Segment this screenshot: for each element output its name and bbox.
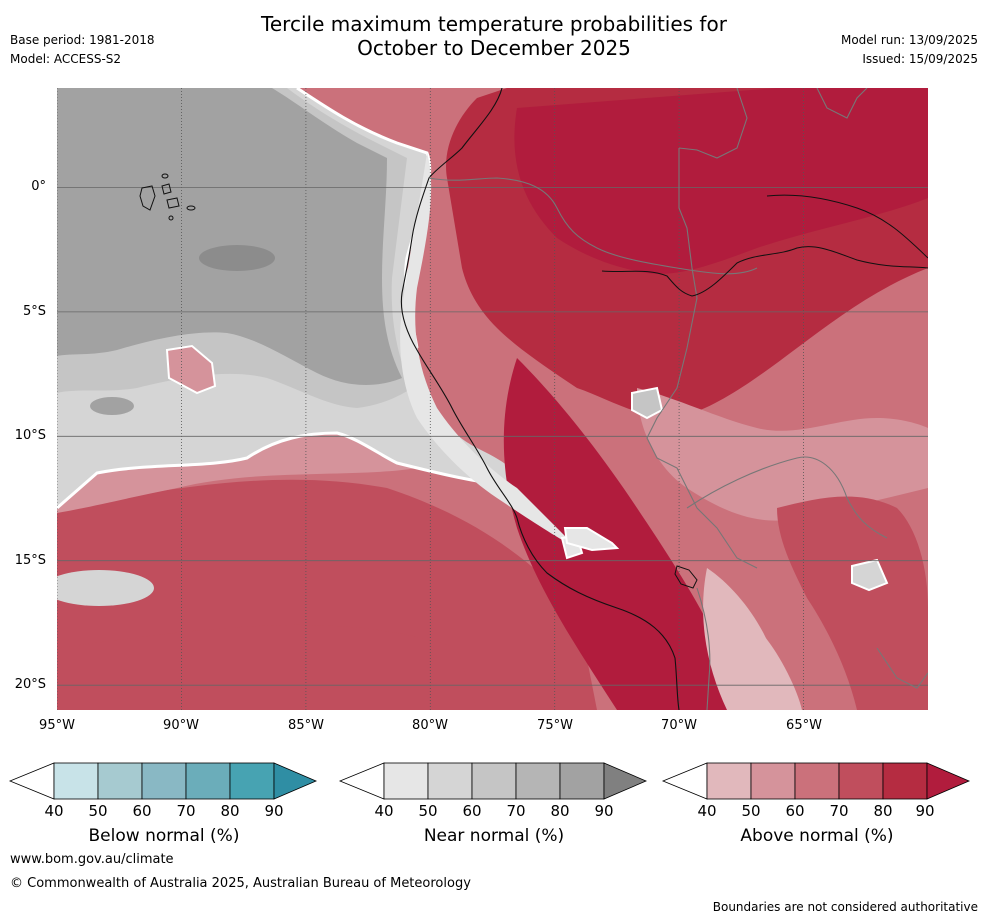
country-border-peru-brazil (646, 148, 758, 569)
above-normal-tick-40: 40 (697, 802, 717, 820)
country-border-colombia-venezuela (678, 88, 748, 159)
near-normal-tick-40: 40 (374, 802, 394, 820)
x-tick-95w: 95°W (39, 718, 75, 733)
x-tick-80w: 80°W (412, 718, 448, 733)
galapagos-islands (139, 173, 196, 221)
latitude-gridlines (57, 187, 928, 686)
above-normal-tick-50: 50 (741, 802, 761, 820)
lake-titicaca (674, 565, 698, 589)
near-normal-tick-60: 60 (462, 802, 482, 820)
boundaries-disclaimer: Boundaries are not considered authoritat… (712, 900, 978, 914)
above-normal-90-coastal-band (503, 358, 747, 710)
website-link[interactable]: www.bom.gov.au/climate (10, 852, 174, 867)
y-tick-20s: 20°S (14, 677, 46, 692)
above-normal-tick-70: 70 (829, 802, 849, 820)
above-normal-70-east (777, 496, 928, 710)
above-normal-70-south-area (57, 624, 477, 710)
above-normal-90-land-north (514, 88, 928, 274)
below-normal-colorbar (8, 762, 318, 800)
y-tick-15s: 15°S (14, 553, 46, 568)
country-border-chile-bolivia (696, 587, 711, 710)
near-normal-80-ocean-area (57, 88, 402, 385)
near-normal-tick-80: 80 (550, 802, 570, 820)
above-normal-tick-60: 60 (785, 802, 805, 820)
near-normal-patch-southwest (57, 570, 154, 606)
x-tick-85w: 85°W (288, 718, 324, 733)
near-normal-90-patch (199, 245, 275, 271)
country-border-north (816, 88, 868, 119)
x-tick-75w: 75°W (537, 718, 573, 733)
y-tick-10s: 10°S (14, 428, 46, 443)
country-border-paraguay (876, 647, 928, 689)
above-normal-label: Above normal (%) (740, 826, 894, 846)
near-normal-tick-50: 50 (418, 802, 438, 820)
near-normal-tick-70: 70 (506, 802, 526, 820)
below-normal-label: Below normal (%) (88, 826, 240, 846)
model-run-label: Model run: 13/09/2025 (840, 33, 978, 47)
near-normal-colorbar (338, 762, 648, 800)
amazon-river (601, 246, 928, 297)
above-normal-tick-90: 90 (915, 802, 935, 820)
near-normal-label: Near normal (%) (423, 826, 565, 846)
below-normal-tick-80: 80 (220, 802, 240, 820)
near-normal-boundary-south (57, 431, 528, 510)
near-normal-patch-land-1 (631, 386, 664, 420)
country-border-bolivia (686, 456, 888, 539)
below-normal-tick-40: 40 (44, 802, 64, 820)
y-tick-0: 0° (31, 179, 46, 194)
title-line-1: Tercile maximum temperature probabilitie… (261, 12, 727, 36)
above-normal-40-south (755, 628, 802, 710)
probability-map (57, 88, 928, 710)
page-title: Tercile maximum temperature probabilitie… (0, 12, 988, 60)
below-normal-tick-60: 60 (132, 802, 152, 820)
near-normal-patch-land-3 (563, 527, 620, 552)
near-normal-tick-90: 90 (594, 802, 614, 820)
y-tick-5s: 5°S (22, 304, 46, 319)
issued-label: Issued: 15/09/2025 (862, 52, 978, 66)
base-period-label: Base period: 1981-2018 (10, 33, 155, 47)
x-tick-90w: 90°W (163, 718, 199, 733)
below-normal-tick-50: 50 (88, 802, 108, 820)
x-tick-70w: 70°W (661, 718, 697, 733)
rio-negro-river (766, 194, 928, 259)
below-normal-tick-90: 90 (264, 802, 284, 820)
above-normal-tick-80: 80 (873, 802, 893, 820)
copyright-text: © Commonwealth of Australia 2025, Austra… (10, 876, 471, 891)
near-normal-patch-west (90, 397, 134, 415)
above-normal-50-interior (637, 388, 928, 521)
above-normal-colorbar (661, 762, 971, 800)
title-line-2: October to December 2025 (357, 36, 631, 60)
below-normal-tick-70: 70 (176, 802, 196, 820)
above-normal-pocket-ocean (165, 344, 217, 395)
model-label: Model: ACCESS-S2 (10, 52, 122, 66)
near-normal-coastal-strip (400, 153, 577, 548)
coastline (400, 88, 680, 710)
x-tick-65w: 65°W (786, 718, 822, 733)
